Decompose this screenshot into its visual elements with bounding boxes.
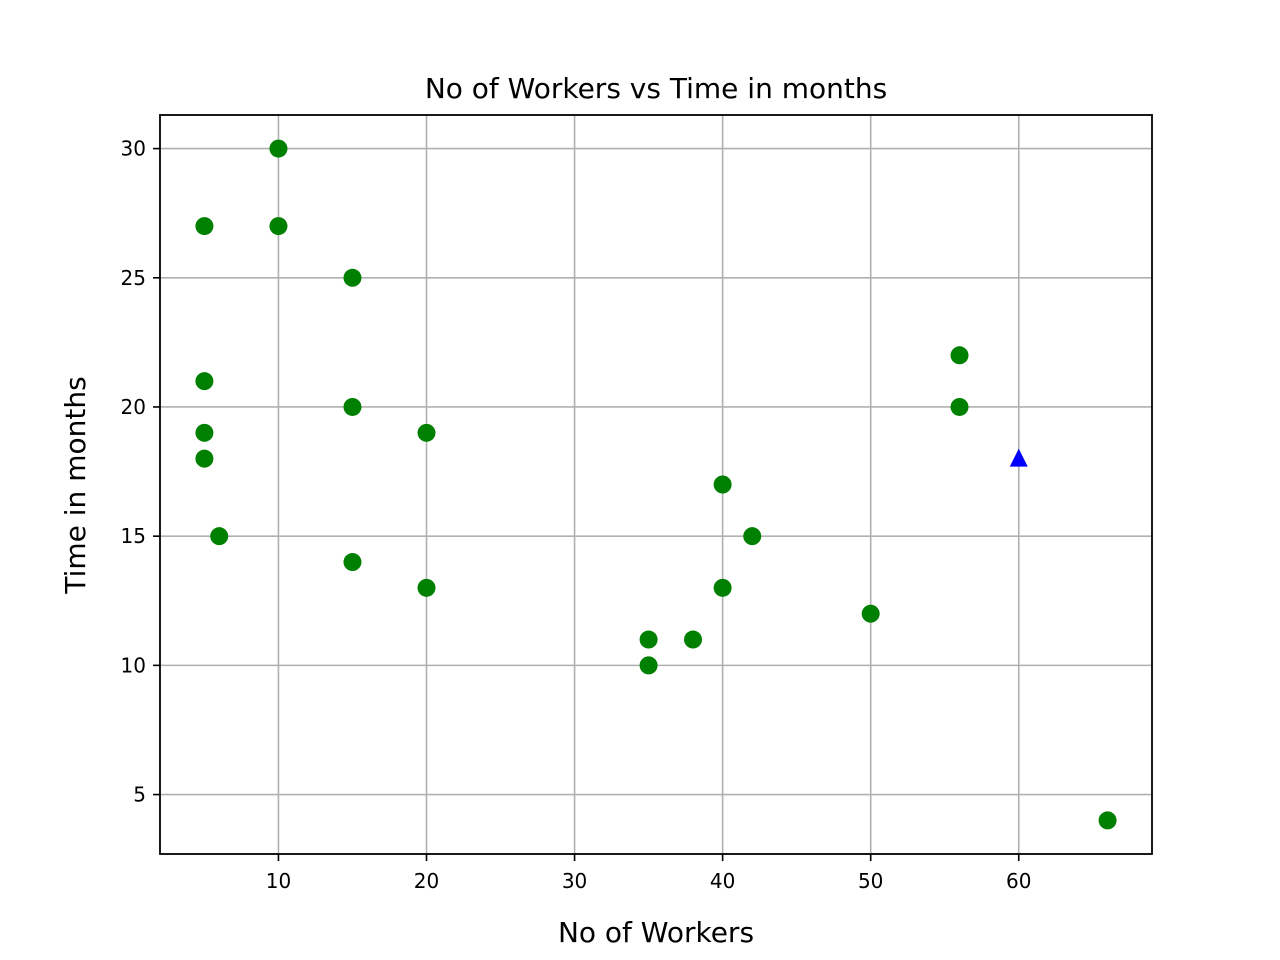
x-axis-label: No of Workers [558,916,754,949]
data-point-triangle [1009,448,1028,467]
data-point [713,578,732,597]
data-point [950,346,969,365]
data-point [861,604,880,623]
data-point [743,527,762,546]
x-tick-label: 20 [414,869,439,893]
data-point [639,630,658,649]
data-point [195,217,214,236]
y-tick-label: 30 [121,137,146,161]
y-axis-label: Time in months [59,376,92,594]
data-point [195,449,214,468]
y-tick-label: 15 [121,524,146,548]
x-axis-ticks: 10 20 30 40 50 60 [266,854,1031,893]
x-tick-label: 30 [562,869,587,893]
plot-frame [159,114,1153,855]
y-tick-label: 5 [133,783,146,807]
x-tick-label: 60 [1006,869,1031,893]
data-points [195,139,1117,830]
y-tick-label: 20 [121,395,146,419]
grid-lines [160,115,1152,854]
data-point [684,630,703,649]
y-tick-label: 25 [121,266,146,290]
data-point [343,268,362,287]
x-tick-label: 50 [858,869,883,893]
data-point [343,397,362,416]
data-point [417,578,436,597]
data-point [195,372,214,391]
x-tick-label: 40 [710,869,735,893]
data-point [1098,811,1117,830]
data-point [195,423,214,442]
y-axis-ticks: 5 10 15 20 25 30 [121,137,160,807]
y-tick-label: 10 [121,653,146,677]
data-point [950,397,969,416]
data-point [417,423,436,442]
data-point [343,553,362,572]
data-point [269,139,288,158]
x-tick-label: 10 [266,869,291,893]
chart-title: No of Workers vs Time in months [425,72,887,105]
data-point [713,475,732,494]
data-point [269,217,288,236]
data-point [210,527,229,546]
data-point [639,656,658,675]
